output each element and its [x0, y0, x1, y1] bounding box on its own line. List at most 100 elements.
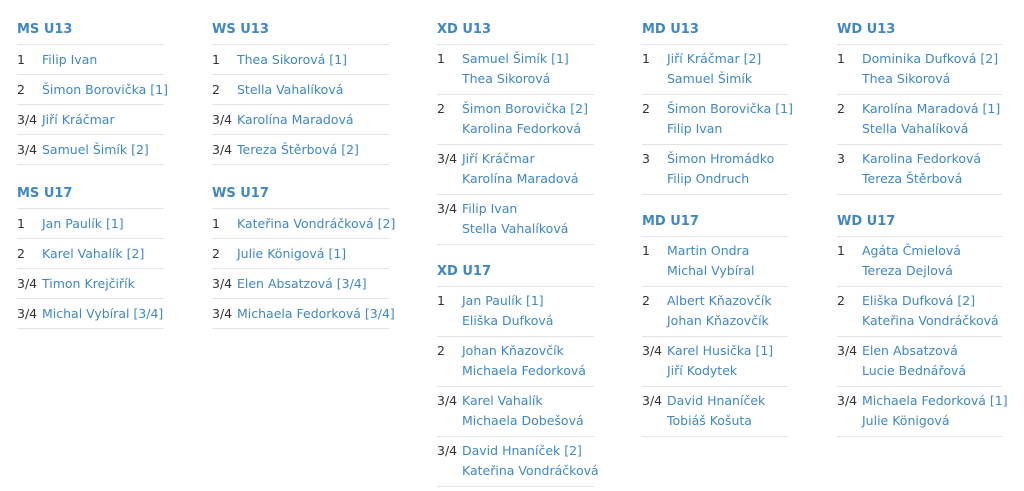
player-names: Elen Absatzová [3/4] [237, 274, 367, 299]
placement-rank: 2 [642, 293, 650, 308]
player-link[interactable]: Michaela Fedorková [3/4] [237, 305, 395, 321]
player-link[interactable]: Eliška Dufková [462, 312, 554, 328]
results-list: 1 Jan Paulík [1] 2 Karel Vahalík [2] 3/4 Timo… [17, 208, 164, 329]
player-link[interactable]: Šimon Borovička [2] [462, 101, 588, 116]
placement-rank: 1 [212, 215, 220, 231]
player-link[interactable]: Elen Absatzová [3/4] [237, 275, 367, 291]
player-link[interactable]: Samuel Šimík [2] [42, 141, 149, 157]
result-row: 2 Šimon Borovička [1] [17, 75, 168, 105]
player-link[interactable]: Šimon Borovička [1] [667, 101, 793, 116]
player-link[interactable]: Tobiáš Košuta [667, 412, 752, 428]
player-link[interactable]: Kateřina Vondráčková [862, 312, 999, 328]
player-link[interactable]: Michaela Dobešová [462, 412, 584, 428]
player-link[interactable]: Jiří Kráčmar [462, 151, 535, 166]
player-link[interactable]: Julie Königová [862, 412, 950, 428]
result-row: 3/4 David Hnaníček Tobiáš Košuta [642, 387, 788, 437]
player-link[interactable]: Julie Königová [1] [237, 245, 347, 261]
player-link[interactable]: David Hnaníček [667, 393, 766, 408]
results-section: XD U17 1 Jan Paulík [1] Eliška Dufková 2 Joha… [437, 264, 599, 487]
player-names: Eliška Dufková [2] Kateřina Vondráčková [862, 291, 999, 336]
player-link[interactable]: Stella Vahalíková [462, 220, 569, 236]
player-link[interactable]: Karolína Maradová [1] [862, 101, 1001, 116]
player-names: Agáta Čmielová Tereza Dejlová [862, 241, 961, 286]
placement-rank: 3/4 [837, 393, 858, 408]
results-section: MD U13 1 Jiří Kráčmar [2] Samuel Šimík 2 Šimo… [642, 22, 793, 195]
player-link[interactable]: Tereza Dejlová [862, 262, 953, 278]
result-row: 3 Šimon Hromádko Filip Ondruch [642, 145, 788, 195]
player-link[interactable]: Thea Sikorová [1] [237, 51, 347, 67]
player-link[interactable]: Filip Ondruch [667, 170, 750, 186]
placement-rank: 3/4 [437, 393, 458, 408]
player-link[interactable]: Jan Paulík [1] [462, 293, 544, 308]
player-link[interactable]: Elen Absatzová [862, 343, 958, 358]
player-link[interactable]: Karel Vahalík [462, 393, 543, 408]
player-link[interactable]: Samuel Šimík [1] [462, 51, 569, 66]
player-link[interactable]: Albert Kňazovčík [667, 293, 772, 308]
player-link[interactable]: Thea Sikorová [462, 70, 551, 86]
player-link[interactable]: Karolína Maradová [462, 170, 579, 186]
player-link[interactable]: Timon Krejčiřík [42, 275, 135, 291]
player-link[interactable]: Jan Paulík [1] [42, 215, 124, 231]
player-link[interactable]: Kateřina Vondráčková [462, 462, 599, 478]
player-link[interactable]: Johan Kňazovčík [462, 343, 564, 358]
player-link[interactable]: Karolina Fedorková [462, 120, 582, 136]
result-row: 3/4 Karel Husička [1] Jiří Kodytek [642, 337, 788, 387]
player-link[interactable]: Jiří Kodytek [667, 362, 738, 378]
player-link[interactable]: Tereza Štěrbová [862, 170, 963, 186]
player-link[interactable]: Tereza Štěrbová [2] [237, 141, 359, 157]
player-names: Šimon Borovička [1] Filip Ivan [667, 99, 793, 144]
result-row: 1 Martin Ondra Michal Vybíral [642, 237, 788, 287]
player-link[interactable]: Michal Vybíral [3/4] [42, 305, 164, 321]
player-names: Thea Sikorová [1] [237, 50, 347, 75]
result-row: 3/4 Michaela Fedorková [1] Julie Königová [837, 387, 1008, 437]
player-link[interactable]: Filip Ivan [462, 201, 518, 216]
player-link[interactable]: Karel Vahalík [2] [42, 245, 145, 261]
player-names: Filip Ivan Stella Vahalíková [462, 199, 568, 244]
player-link[interactable]: Michal Vybíral [667, 262, 755, 278]
result-row: 1 Jiří Kráčmar [2] Samuel Šimík [642, 45, 788, 95]
placement-rank: 2 [837, 293, 845, 308]
player-names: Jiří Kráčmar Karolína Maradová [462, 149, 579, 194]
player-names: Karolína Maradová [237, 110, 354, 135]
player-link[interactable]: Eliška Dufková [2] [862, 293, 976, 308]
result-row: 3/4 David Hnaníček [2] Kateřina Vondráčkov… [437, 437, 599, 487]
player-link[interactable]: Kateřina Vondráčková [2] [237, 215, 396, 231]
results-list: 1 Jan Paulík [1] Eliška Dufková 2 Johan Kňaz… [437, 286, 599, 487]
player-link[interactable]: Martin Ondra [667, 243, 750, 258]
player-link[interactable]: Karolína Maradová [237, 111, 354, 127]
player-link[interactable]: Filip Ivan [667, 120, 723, 136]
player-link[interactable]: Dominika Dufková [2] [862, 51, 999, 66]
player-link[interactable]: Thea Sikorová [862, 70, 951, 86]
result-row: 3/4 Filip Ivan Stella Vahalíková [437, 195, 594, 245]
player-link[interactable]: Šimon Hromádko [667, 151, 775, 166]
placement-rank: 3/4 [17, 111, 38, 127]
section-title: MD U17 [642, 214, 699, 229]
placement-rank: 3/4 [437, 151, 458, 166]
player-link[interactable]: Stella Vahalíková [237, 81, 344, 97]
player-link[interactable]: Jiří Kráčmar [2] [667, 51, 762, 66]
player-names: Šimon Borovička [1] [42, 80, 168, 105]
player-link[interactable]: Michaela Fedorková [462, 362, 586, 378]
player-link[interactable]: Johan Kňazovčík [667, 312, 769, 328]
player-link[interactable]: Filip Ivan [42, 51, 98, 67]
player-names: Kateřina Vondráčková [2] [237, 214, 395, 239]
result-row: 2 Julie Königová [1] [212, 239, 389, 269]
result-row: 1 Filip Ivan [17, 45, 164, 75]
player-link[interactable]: Michaela Fedorková [1] [862, 393, 1008, 408]
player-link[interactable]: Lucie Bednářová [862, 362, 967, 378]
player-link[interactable]: Karolina Fedorková [862, 151, 982, 166]
player-names: Jiří Kráčmar [2] Samuel Šimík [667, 49, 761, 94]
result-row: 3/4 Karolína Maradová [212, 105, 389, 135]
player-link[interactable]: Jiří Kráčmar [42, 111, 115, 127]
player-link[interactable]: David Hnaníček [2] [462, 443, 582, 458]
player-link[interactable]: Šimon Borovička [1] [42, 81, 168, 97]
player-names: Timon Krejčiřík [42, 274, 135, 299]
player-link[interactable]: Agáta Čmielová [862, 243, 961, 258]
player-link[interactable]: Samuel Šimík [667, 70, 753, 86]
player-names: Samuel Šimík [2] [42, 140, 149, 165]
player-names: Jan Paulík [1] Eliška Dufková [462, 291, 553, 336]
player-link[interactable]: Karel Husička [1] [667, 343, 774, 358]
player-names: Tereza Štěrbová [2] [237, 140, 359, 165]
player-link[interactable]: Stella Vahalíková [862, 120, 969, 136]
result-row: 2 Albert Kňazovčík Johan Kňazovčík [642, 287, 788, 337]
